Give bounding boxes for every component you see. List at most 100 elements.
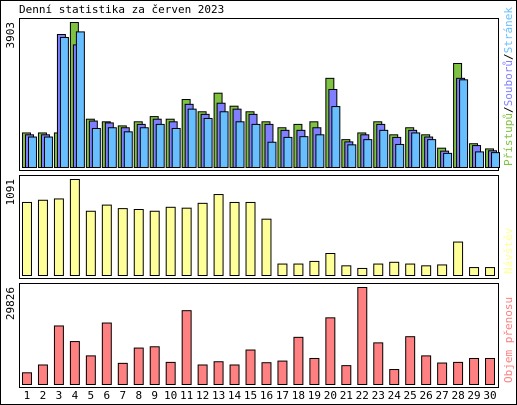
bar-18: [293, 336, 304, 386]
bar-10: [165, 206, 176, 276]
bar-16: [261, 362, 272, 386]
bar-5: [91, 127, 101, 168]
bar-24: [389, 369, 400, 385]
chart-title: Denní statistika za červen 2023: [19, 3, 224, 16]
bar-23: [373, 342, 384, 385]
bar-23: [373, 263, 384, 276]
bar-27: [437, 362, 448, 385]
series-Návštěv: [22, 179, 495, 277]
day-label-19: 19: [308, 389, 321, 402]
bar-13: [213, 194, 224, 277]
bar-23: [379, 129, 389, 168]
panel-frame: [19, 283, 499, 388]
bar-15: [251, 123, 261, 168]
bar-8: [133, 209, 144, 276]
day-label-20: 20: [324, 389, 337, 402]
bar-28: [459, 79, 469, 168]
day-label-14: 14: [228, 389, 242, 402]
legend-entry: Stránek: [502, 7, 515, 54]
bar-18: [293, 263, 304, 276]
legend: Přístupů/Souborů/Stránek: [502, 7, 515, 166]
bar-15: [245, 201, 256, 276]
day-label-1: 1: [24, 389, 31, 402]
day-label-26: 26: [420, 389, 433, 402]
day-label-11: 11: [180, 389, 193, 402]
bar-10: [171, 127, 181, 168]
bar-18: [299, 136, 309, 169]
bar-12: [197, 364, 208, 385]
bar-19: [309, 260, 320, 276]
day-label-6: 6: [104, 389, 111, 402]
bar-12: [197, 202, 208, 276]
day-label-12: 12: [196, 389, 209, 402]
bar-11: [181, 310, 192, 385]
panel-visitors: 1091 Návštěv: [4, 175, 515, 279]
day-label-7: 7: [119, 389, 126, 402]
bar-16: [267, 141, 277, 168]
bar-22: [357, 267, 368, 277]
day-label-27: 27: [435, 389, 448, 402]
day-label-10: 10: [164, 389, 177, 402]
bar-14: [229, 364, 240, 385]
bar-9: [149, 210, 160, 276]
series-Objem přenosu: [22, 287, 495, 386]
bar-6: [101, 322, 112, 386]
day-label-24: 24: [388, 389, 402, 402]
bar-6: [101, 204, 112, 276]
bar-24: [395, 143, 405, 168]
bar-17: [283, 136, 293, 168]
bar-29: [469, 357, 480, 385]
bar-4: [69, 179, 80, 276]
bar-13: [213, 361, 224, 385]
day-label-25: 25: [404, 389, 417, 402]
bar-1: [22, 372, 32, 385]
bar-3: [59, 36, 69, 168]
bar-26: [421, 355, 432, 386]
bar-2: [43, 136, 53, 168]
bar-7: [117, 362, 128, 385]
day-label-30: 30: [483, 389, 496, 402]
bar-8: [139, 127, 149, 168]
bar-12: [203, 117, 213, 168]
bar-5: [85, 210, 96, 276]
bar-7: [117, 208, 128, 277]
bar-28: [453, 361, 464, 386]
bar-25: [405, 336, 416, 385]
bar-20: [325, 317, 336, 386]
bar-2: [37, 199, 48, 276]
bar-27: [437, 264, 448, 277]
bar-5: [85, 355, 96, 386]
day-label-13: 13: [212, 389, 225, 402]
bar-11: [187, 108, 197, 168]
bar-4: [75, 31, 85, 168]
bar-20: [331, 106, 341, 168]
day-label-8: 8: [135, 389, 142, 402]
bar-3: [53, 325, 64, 386]
bar-30: [485, 267, 495, 276]
bar-6: [107, 127, 117, 168]
bar-4: [69, 341, 80, 386]
bar-1: [22, 201, 32, 276]
y-max-label: 1091: [4, 179, 17, 206]
bar-2: [37, 364, 48, 385]
bar-26: [427, 139, 437, 168]
bar-14: [229, 201, 240, 276]
bar-22: [357, 287, 368, 385]
bar-11: [181, 207, 192, 276]
day-label-15: 15: [244, 389, 257, 402]
y-max-label: 29826: [4, 287, 17, 320]
day-label-28: 28: [451, 389, 464, 402]
bar-17: [277, 263, 288, 276]
day-label-2: 2: [40, 389, 47, 402]
x-axis-day-labels: 1 2 3 4 5 6 7 8 9 10 11 12 13 14 15 16 17 18 19 20 21 22 23 24 2…: [24, 389, 497, 402]
bar-29: [475, 151, 485, 169]
series-Stránek: [28, 31, 500, 169]
bar-14: [235, 121, 245, 168]
bar-19: [315, 134, 325, 169]
legend-entry: /: [502, 53, 515, 60]
day-label-9: 9: [151, 389, 158, 402]
